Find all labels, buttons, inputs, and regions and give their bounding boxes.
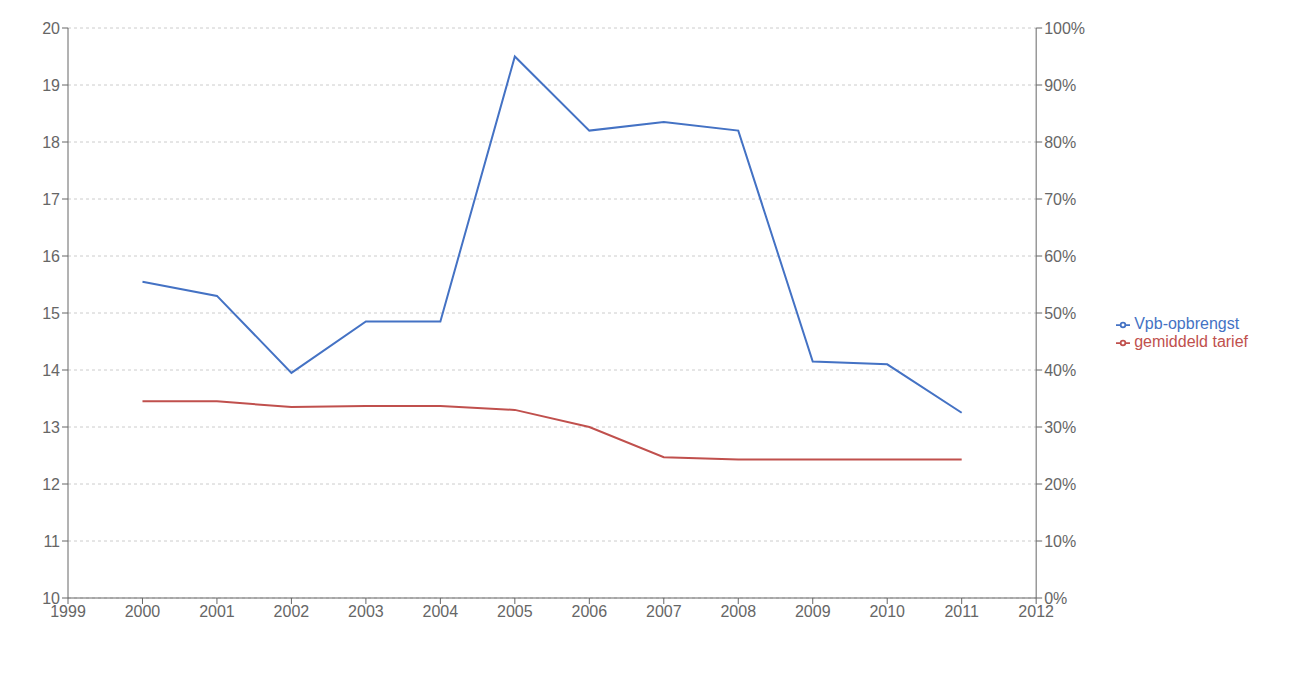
html-text:gemiddeld tarief: gemiddeld tarief xyxy=(1134,333,1248,350)
svg-text:2002: 2002 xyxy=(274,603,310,620)
svg-text:18: 18 xyxy=(42,134,60,151)
svg-text:60%: 60% xyxy=(1044,248,1076,265)
svg-text:100%: 100% xyxy=(1044,20,1085,37)
svg-text:13: 13 xyxy=(42,419,60,436)
html-text:Vpb-opbrengst: Vpb-opbrengst xyxy=(1134,315,1240,332)
svg-text:12: 12 xyxy=(42,476,60,493)
svg-text:0%: 0% xyxy=(1044,590,1067,607)
svg-text:20%: 20% xyxy=(1044,476,1076,493)
svg-text:2001: 2001 xyxy=(199,603,235,620)
svg-text:1999: 1999 xyxy=(50,603,86,621)
svg-text:15: 15 xyxy=(42,305,60,322)
svg-text:2003: 2003 xyxy=(348,603,384,620)
svg-text:2009: 2009 xyxy=(795,603,831,620)
svg-text:2006: 2006 xyxy=(572,603,608,620)
svg-text:40%: 40% xyxy=(1044,362,1076,379)
svg-text:90%: 90% xyxy=(1044,77,1076,94)
svg-text:80%: 80% xyxy=(1044,134,1076,151)
svg-text:2012: 2012 xyxy=(1018,603,1054,621)
svg-text:2010: 2010 xyxy=(869,603,905,620)
svg-text:2007: 2007 xyxy=(646,603,682,620)
svg-text:2004: 2004 xyxy=(423,603,459,620)
svg-text:16: 16 xyxy=(42,248,60,265)
svg-text:2000: 2000 xyxy=(125,603,161,620)
svg-text:2005: 2005 xyxy=(497,603,533,620)
svg-text:11: 11 xyxy=(43,533,60,550)
svg-text:20: 20 xyxy=(42,20,60,37)
svg-text:30%: 30% xyxy=(1044,419,1076,436)
svg-text:50%: 50% xyxy=(1044,305,1076,322)
svg-text:2008: 2008 xyxy=(720,603,756,620)
svg-text:17: 17 xyxy=(42,191,60,208)
svg-text:14: 14 xyxy=(42,362,60,379)
svg-text:10%: 10% xyxy=(1044,533,1076,550)
svg-text:2011: 2011 xyxy=(944,603,979,620)
svg-text:10: 10 xyxy=(42,590,60,607)
svg-text:19: 19 xyxy=(42,77,60,94)
svg-text:70%: 70% xyxy=(1044,191,1076,208)
